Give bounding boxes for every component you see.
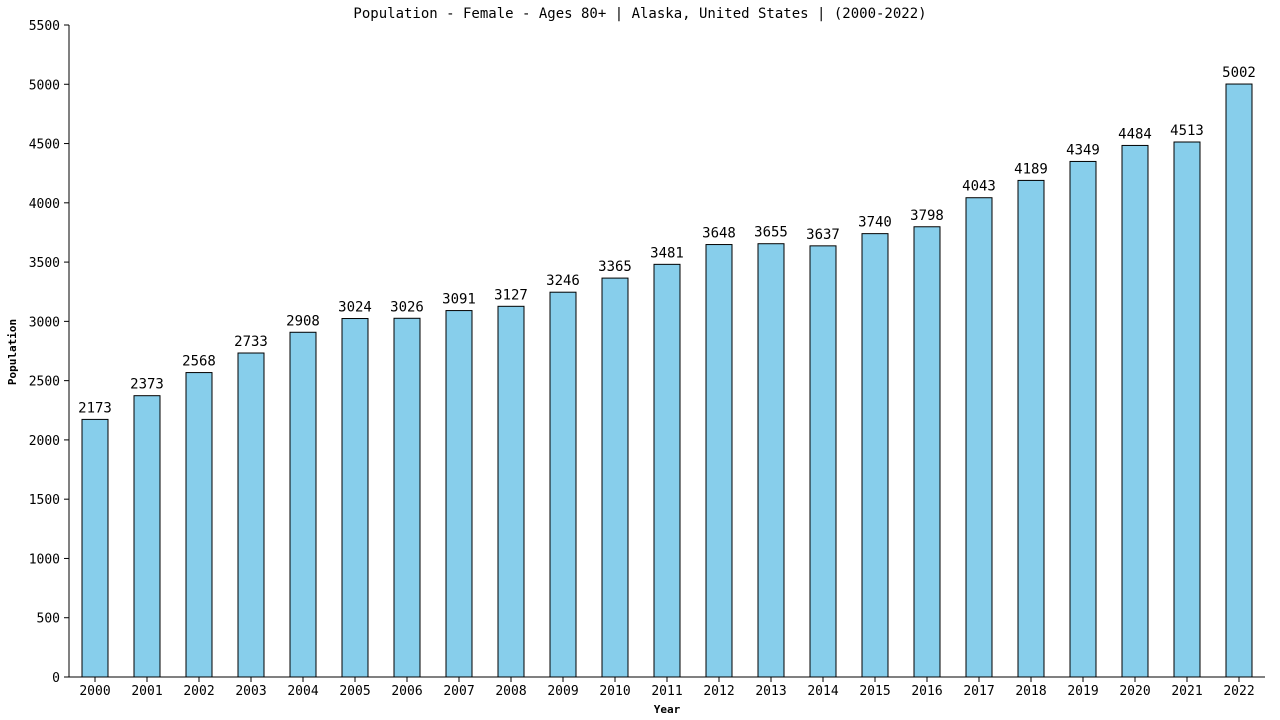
x-axis: 2000 2001 2002 2003 2004 2005 2006 2007 2008 2009… (69, 676, 1265, 699)
bar-value-label: 3798 (910, 208, 944, 224)
bar-value-label: 4349 (1066, 142, 1100, 158)
bar-value-label: 3740 (858, 215, 892, 231)
bar (81, 418, 109, 678)
bar (237, 352, 265, 678)
x-tick-label: 2022 (1223, 684, 1254, 699)
bar-value-label: 3481 (650, 245, 684, 261)
bar (133, 395, 161, 678)
bar-value-label: 3024 (338, 300, 372, 316)
bar (1017, 179, 1045, 678)
x-tick-label: 2003 (235, 684, 266, 699)
bar-value-label: 3246 (546, 273, 580, 289)
bar (549, 291, 577, 678)
x-tick-label: 2017 (963, 684, 994, 699)
x-tick-label: 2008 (495, 684, 526, 699)
y-tick-label: 4500 (29, 138, 60, 153)
bar (1225, 83, 1253, 678)
x-axis-title: Year (654, 703, 681, 716)
x-tick-label: 2004 (287, 684, 318, 699)
y-tick-label: 5500 (29, 19, 60, 34)
bar-value-label: 2908 (286, 313, 320, 329)
x-tick-label: 2010 (599, 684, 630, 699)
x-tick-label: 2005 (339, 684, 370, 699)
bar-value-label: 2373 (130, 377, 164, 393)
x-tick-label: 2019 (1067, 684, 1098, 699)
y-tick-label: 4000 (29, 197, 60, 212)
x-tick-label: 2014 (807, 684, 838, 699)
x-tick-label: 2009 (547, 684, 578, 699)
bar-value-label: 3091 (442, 292, 476, 308)
bar-value-label: 3648 (702, 226, 736, 242)
bar-value-label: 3655 (754, 225, 788, 241)
x-tick-label: 2000 (79, 684, 110, 699)
y-tick-label: 2000 (29, 434, 60, 449)
bar (393, 317, 421, 678)
bar (913, 226, 941, 678)
x-tick-label: 2012 (703, 684, 734, 699)
bar (809, 245, 837, 678)
bar (653, 263, 681, 678)
y-tick-label: 2500 (29, 375, 60, 390)
y-tick-label: 0 (52, 671, 60, 686)
bar (757, 243, 785, 678)
bar (1069, 160, 1097, 678)
bar (445, 310, 473, 678)
bar-value-label: 4189 (1014, 161, 1048, 177)
y-tick-label: 3000 (29, 315, 60, 330)
bars-group (81, 83, 1253, 678)
y-axis-title: Population (6, 319, 19, 385)
bar-value-label: 4043 (962, 179, 996, 195)
x-tick-label: 2006 (391, 684, 422, 699)
y-tick-label: 5000 (29, 78, 60, 93)
bar (497, 305, 525, 678)
bar (341, 318, 369, 678)
bar (601, 277, 629, 678)
bar-value-label: 3637 (806, 227, 840, 243)
x-tick-label: 2016 (911, 684, 942, 699)
bar-value-label: 3365 (598, 259, 632, 275)
bar-value-label: 3026 (390, 299, 424, 315)
y-axis: 0 500 1000 1500 2000 2500 3000 3500 4000 4500 5000… (29, 19, 70, 686)
bar-value-label: 5002 (1222, 65, 1256, 81)
x-tick-label: 2013 (755, 684, 786, 699)
y-tick-label: 3500 (29, 256, 60, 271)
x-tick-label: 2007 (443, 684, 474, 699)
bar-value-label: 4484 (1118, 126, 1152, 142)
bar (965, 197, 993, 678)
bar (1121, 144, 1149, 678)
bar (861, 233, 889, 678)
x-tick-label: 2018 (1015, 684, 1046, 699)
bar-value-label: 2568 (182, 354, 216, 370)
bar (705, 244, 733, 678)
x-tick-label: 2011 (651, 684, 682, 699)
y-tick-label: 500 (37, 612, 60, 627)
bar-value-label: 2173 (78, 400, 112, 416)
x-tick-label: 2020 (1119, 684, 1150, 699)
chart-title: Population - Female - Ages 80+ | Alaska,… (353, 6, 926, 22)
bar (185, 372, 213, 678)
x-tick-label: 2002 (183, 684, 214, 699)
y-tick-label: 1500 (29, 493, 60, 508)
x-tick-label: 2021 (1171, 684, 1202, 699)
bar (1173, 141, 1201, 678)
data-labels-group: 2173 2373 2568 2733 2908 3024 3026 3091 3127 3246… (78, 65, 1256, 416)
bar-value-label: 3127 (494, 287, 528, 303)
x-tick-label: 2001 (131, 684, 162, 699)
bar-value-label: 4513 (1170, 123, 1204, 139)
bar-value-label: 2733 (234, 334, 268, 350)
bar (289, 331, 317, 678)
x-tick-label: 2015 (859, 684, 890, 699)
y-tick-label: 1000 (29, 552, 60, 567)
